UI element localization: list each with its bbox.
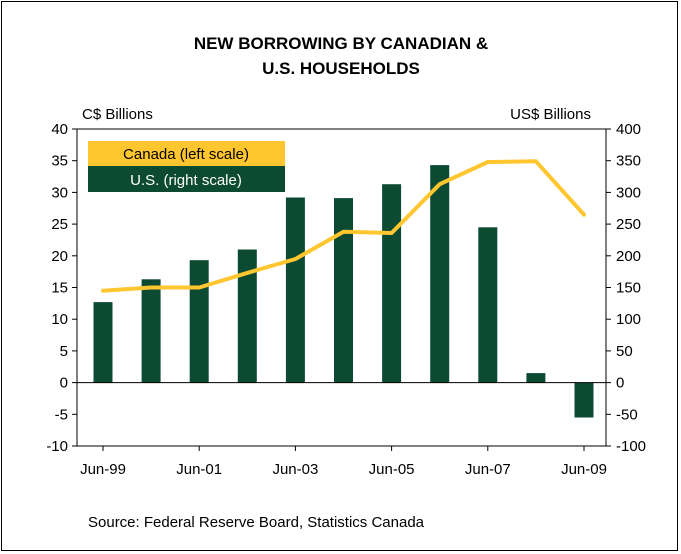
left-axis-unit: C$ Billions: [82, 106, 153, 123]
bar-us-Jun-00: [141, 279, 161, 383]
right-tick-label: 200: [616, 248, 641, 265]
chart-title-line-2: U.S. HOUSEHOLDS: [262, 59, 420, 78]
right-tick-label: 400: [616, 121, 641, 138]
right-tick-label: 300: [616, 184, 641, 201]
canada-line: [101, 159, 586, 293]
legend-swatch-us: [88, 166, 285, 192]
legend-label-canada: Canada (left scale): [123, 146, 249, 163]
left-tick-label: 30: [51, 184, 68, 201]
left-tick-label: 5: [60, 343, 68, 360]
right-tick-label: 350: [616, 153, 641, 170]
source-note: Source: Federal Reserve Board, Statistic…: [88, 514, 425, 531]
left-tick-label: 40: [51, 121, 68, 138]
right-tick-label: 100: [616, 311, 641, 328]
bar-us-Jun-07: [478, 227, 498, 383]
right-tick-label: 0: [616, 375, 624, 392]
bar-us-Jun-99: [93, 302, 113, 383]
right-tick-label: 250: [616, 216, 641, 233]
x-tick-label: Jun-01: [176, 461, 222, 478]
bar-us-Jun-03: [285, 197, 305, 383]
right-tick-label: 50: [616, 343, 633, 360]
right-axis-unit: US$ Billions: [510, 106, 591, 123]
bar-us-Jun-01: [189, 260, 209, 383]
axis-ticks: 4035302520151050-5-104003503002502001501…: [46, 121, 646, 478]
right-tick-label: 150: [616, 280, 641, 297]
bar-us-Jun-09: [574, 382, 594, 418]
left-tick-label: 15: [51, 280, 68, 297]
bar-us-Jun-04: [334, 198, 353, 383]
left-tick-label: 35: [51, 153, 68, 170]
left-tick-label: 20: [51, 248, 68, 265]
bar-us-Jun-06: [430, 165, 450, 383]
x-tick-label: Jun-05: [369, 461, 415, 478]
left-tick-label: 25: [51, 216, 68, 233]
left-tick-label: 10: [51, 311, 68, 328]
chart-title-line-1: NEW BORROWING BY CANADIAN &: [194, 34, 488, 53]
bar-us-Jun-02: [237, 249, 257, 383]
left-tick-label: -5: [55, 406, 68, 423]
right-tick-label: -100: [616, 438, 646, 455]
x-tick-label: Jun-03: [272, 461, 318, 478]
left-tick-label: 0: [60, 375, 68, 392]
x-tick-label: Jun-09: [561, 461, 607, 478]
legend-label-us: U.S. (right scale): [130, 172, 242, 189]
legend: Canada (left scale) U.S. (right scale): [88, 141, 285, 192]
legend-swatch-canada: [88, 141, 285, 166]
left-tick-label: -10: [46, 438, 68, 455]
bar-us-Jun-08: [526, 373, 546, 383]
bar-us-Jun-05: [382, 184, 402, 383]
right-tick-label: -50: [616, 406, 638, 423]
x-tick-label: Jun-07: [465, 461, 511, 478]
x-tick-label: Jun-99: [80, 461, 126, 478]
us-bars: [93, 165, 594, 418]
